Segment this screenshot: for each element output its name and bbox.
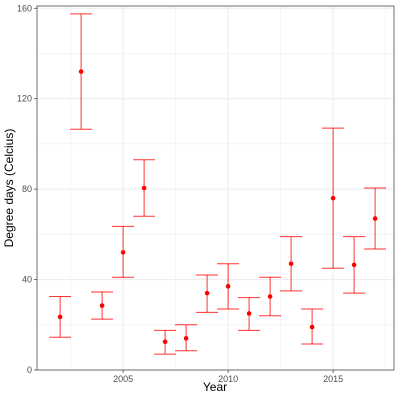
y-tick-label: 0 (27, 365, 32, 375)
data-point (330, 195, 336, 201)
data-point (183, 336, 189, 341)
panel-border (36, 5, 395, 371)
x-axis-title: Year (203, 380, 227, 394)
data-point (309, 324, 315, 330)
data-point (99, 303, 105, 308)
data-point (267, 294, 273, 299)
data-point (57, 314, 63, 320)
data-point (162, 339, 168, 345)
x-tick-label: 2005 (113, 374, 133, 384)
panel-background (37, 6, 394, 370)
y-tick-label: 40 (22, 275, 32, 285)
data-point (204, 290, 210, 296)
data-point (351, 262, 357, 268)
data-point (288, 261, 294, 267)
axes: 0 40 80 120 160 2005 2010 2015 (17, 3, 343, 384)
y-tick-label: 160 (17, 3, 32, 13)
data-point (120, 250, 126, 255)
y-tick-label: 80 (22, 184, 32, 194)
y-tick-label: 120 (17, 94, 32, 104)
data-point (78, 69, 84, 74)
data-point (225, 284, 231, 289)
x-tick-label: 2010 (218, 374, 238, 384)
grid (37, 6, 394, 371)
data-point (372, 216, 378, 221)
data-point (246, 311, 252, 316)
data-point (141, 185, 147, 191)
data-layer (49, 13, 387, 355)
y-axis-title: Degree days (Celcius) (2, 129, 16, 248)
x-tick-label: 2015 (323, 374, 343, 384)
